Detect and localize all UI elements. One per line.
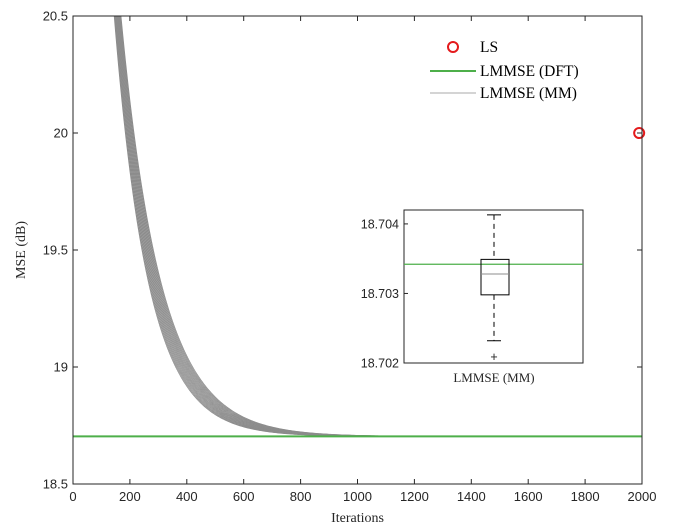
inset-y-tick-label: 18.703: [361, 287, 399, 301]
legend-ls-marker: [447, 41, 459, 53]
y-axis: 18.5 19 19.5 20 20.5: [43, 9, 642, 492]
ls-series: [633, 127, 646, 139]
x-axis: 0 200 400 600 800 1000 1200 1400 1600 1800 2000: [69, 16, 656, 504]
x-tick-label: 1400: [457, 489, 486, 504]
ls-point: [633, 127, 646, 139]
y-tick-label: 19: [54, 360, 68, 375]
inset-y-tick-label: 18.702: [361, 357, 399, 371]
y-tick-label: 19.5: [43, 243, 68, 258]
inset-category-label: LMMSE (MM): [453, 370, 534, 385]
y-tick-label: 20: [54, 126, 68, 141]
legend: LS LMMSE (DFT) LMMSE (MM): [430, 39, 579, 102]
inset-y-tick-label: 18.704: [361, 217, 399, 231]
x-tick-label: 600: [233, 489, 255, 504]
x-tick-label: 800: [290, 489, 312, 504]
legend-dft-label: LMMSE (DFT): [480, 63, 579, 80]
y-tick-label: 20.5: [43, 9, 68, 24]
x-tick-label: 400: [176, 489, 198, 504]
x-axis-label: Iterations: [331, 511, 384, 526]
x-tick-label: 1600: [514, 489, 543, 504]
y-axis-label: MSE (dB): [14, 221, 29, 279]
x-tick-label: 0: [69, 489, 76, 504]
inset-outlier-marker: +: [490, 350, 497, 364]
y-tick-label: 18.5: [43, 477, 68, 492]
legend-ls-label: LS: [480, 39, 498, 56]
x-tick-label: 2000: [628, 489, 657, 504]
x-tick-label: 1200: [400, 489, 429, 504]
legend-mm-label: LMMSE (MM): [480, 85, 577, 102]
x-tick-label: 1000: [343, 489, 372, 504]
x-tick-label: 200: [119, 489, 141, 504]
inset-boxplot: 18.702 18.703 18.704 + LMMSE (MM): [361, 209, 584, 385]
inset-y-axis: 18.702 18.703 18.704: [361, 217, 408, 371]
inset-iqr-box: [480, 258, 510, 296]
x-tick-label: 1800: [571, 489, 600, 504]
